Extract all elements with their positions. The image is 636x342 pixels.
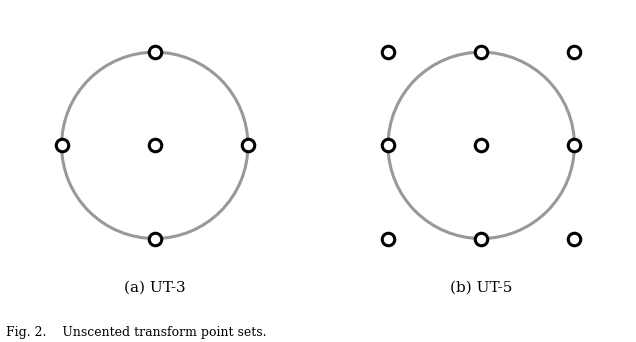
Text: Fig. 2.    Unscented transform point sets.: Fig. 2. Unscented transform point sets. [6, 326, 267, 339]
Text: (b) UT-5: (b) UT-5 [450, 280, 513, 294]
Text: (a) UT-3: (a) UT-3 [124, 280, 186, 294]
